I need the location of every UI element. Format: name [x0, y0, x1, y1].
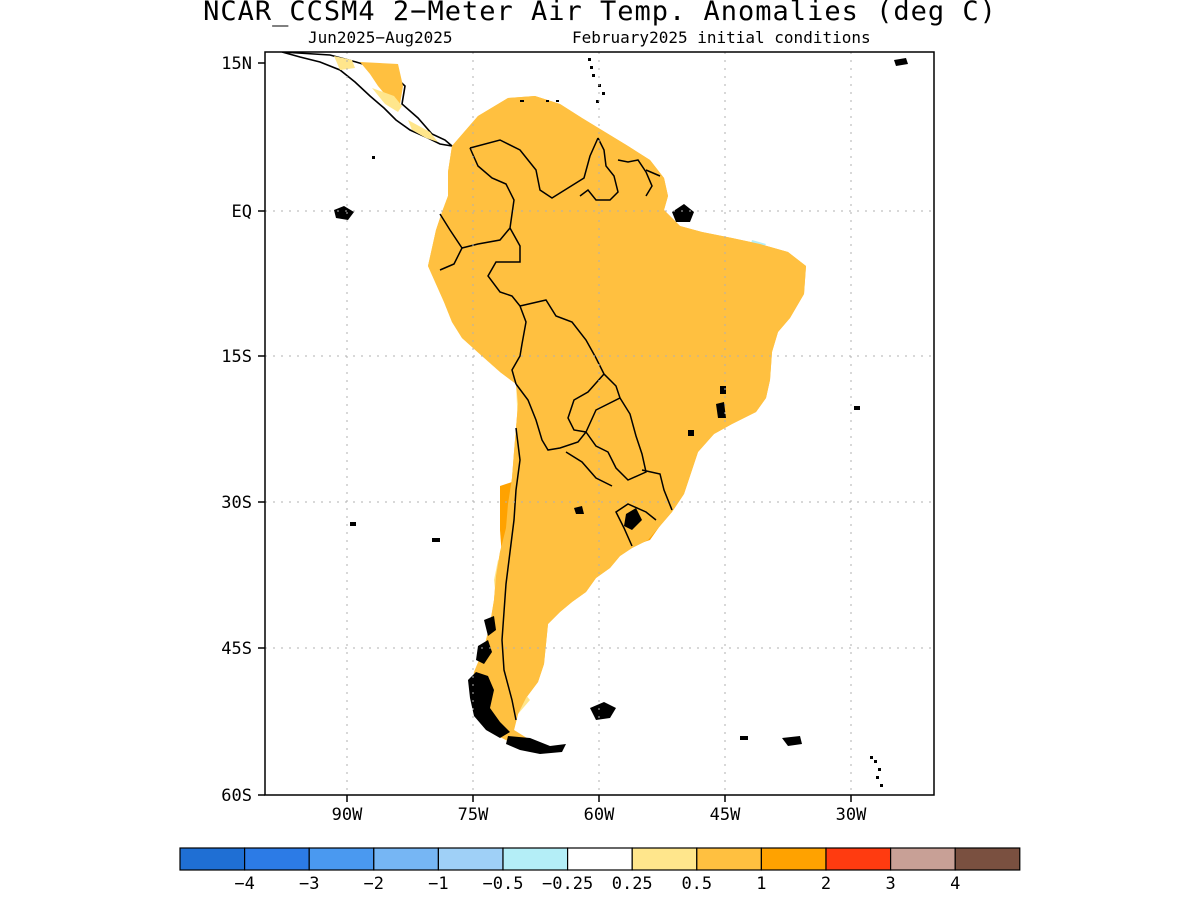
colorbar-label: 3	[885, 874, 895, 894]
colorbar-label: −2	[364, 874, 384, 894]
colorbar-swatch	[373, 847, 439, 871]
lat-label-15s: 15S	[221, 347, 252, 367]
lat-label-60s: 60S	[221, 786, 252, 806]
lat-label-45s: 45S	[221, 639, 252, 659]
lon-label-60w: 60W	[584, 805, 615, 825]
colorbar-label: 0.25	[612, 874, 653, 894]
colorbar-label: 2	[821, 874, 831, 894]
colorbar-label: −1	[428, 874, 448, 894]
colorbar-label: 4	[950, 874, 960, 894]
lon-label-45w: 45W	[710, 805, 741, 825]
colorbar-swatch	[954, 847, 1021, 871]
colorbar-swatch	[308, 847, 375, 871]
islands	[334, 58, 908, 754]
lat-label-30s: 30S	[221, 493, 252, 513]
colorbar-swatch	[696, 847, 762, 871]
colorbar-swatch	[502, 847, 569, 871]
colorbar-label: −0.5	[483, 874, 524, 894]
colorbar-label: 1	[756, 874, 766, 894]
colorbar-swatch	[244, 847, 310, 871]
lon-label-30w: 30W	[836, 805, 867, 825]
lon-tick-marks	[346, 795, 852, 802]
map-title: NCAR_CCSM4 2−Meter Air Temp. Anomalies (…	[203, 0, 997, 27]
colorbar-swatch	[631, 847, 698, 871]
colorbar-swatch	[760, 847, 827, 871]
central-america	[281, 52, 455, 148]
map-area	[265, 52, 934, 795]
colorbar-swatch	[825, 847, 892, 871]
colorbar-swatch	[889, 847, 956, 871]
colorbar: −4 −3 −2 −1 −0.5 −0.25 0.25 0.5 1 2 3 4	[179, 847, 1021, 894]
south-america	[427, 95, 807, 753]
colorbar-swatch	[566, 847, 633, 871]
colorbar-swatch	[437, 847, 504, 871]
colorbar-label: −4	[234, 874, 254, 894]
colorbar-label: −3	[299, 874, 319, 894]
colorbar-label: 0.5	[681, 874, 712, 894]
colorbar-label: −0.25	[542, 874, 593, 894]
lat-tick-marks	[258, 62, 265, 796]
lon-label-75w: 75W	[458, 805, 489, 825]
lat-label-eq: EQ	[232, 202, 252, 222]
country-borders	[439, 137, 673, 721]
lat-label-15n: 15N	[221, 54, 252, 74]
forecast-period: Jun2025−Aug2025	[308, 28, 453, 47]
initial-conditions: February2025 initial conditions	[572, 28, 871, 47]
lon-label-90w: 90W	[332, 805, 363, 825]
colorbar-swatch	[179, 847, 246, 871]
